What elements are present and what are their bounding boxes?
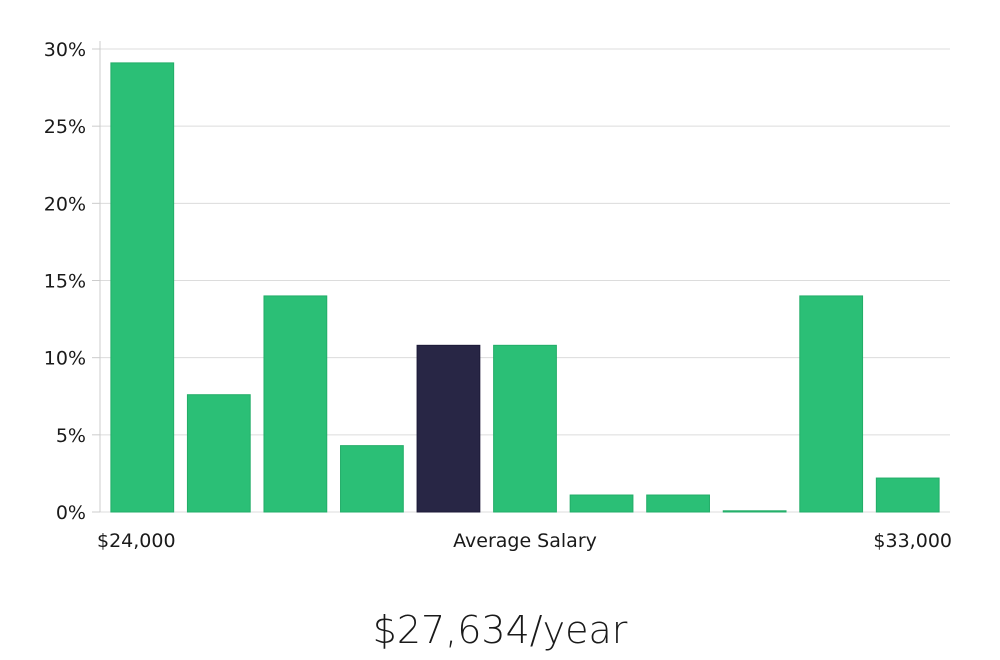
y-tick-label: 10% xyxy=(44,348,86,370)
y-tick-label: 5% xyxy=(56,425,86,447)
bar xyxy=(722,510,787,513)
bar-average-salary xyxy=(416,344,481,513)
y-tick-label: 15% xyxy=(44,271,86,293)
x-label-max: $33,000 xyxy=(873,530,952,552)
average-salary-value: $27,634/year xyxy=(372,608,628,652)
bar xyxy=(646,494,710,513)
y-tick-label: 30% xyxy=(44,39,86,61)
bar xyxy=(263,295,328,513)
bar xyxy=(875,477,940,513)
y-tick-label: 20% xyxy=(44,193,86,215)
bar xyxy=(340,445,404,513)
x-label-min: $24,000 xyxy=(97,530,176,552)
bar xyxy=(799,295,864,513)
y-tick-label: 25% xyxy=(44,116,86,138)
bars xyxy=(110,62,940,513)
bar xyxy=(569,494,634,513)
bar xyxy=(110,62,175,513)
bar xyxy=(186,394,251,513)
salary-distribution-chart: 0% 5% 10% 15% 20% 25% 30% $24,000 Average Sala… xyxy=(44,39,952,552)
y-tick-label: 0% xyxy=(56,502,86,524)
x-label-average: Average Salary xyxy=(453,530,597,552)
bar xyxy=(493,344,557,513)
y-axis-ticks: 0% 5% 10% 15% 20% 25% 30% xyxy=(44,39,100,524)
